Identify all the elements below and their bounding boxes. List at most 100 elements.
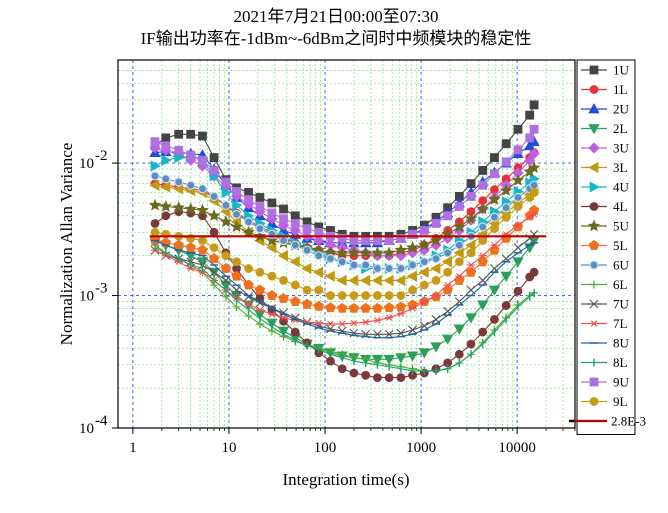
legend-marker-7U <box>589 299 599 309</box>
legend: 1U 1L 2U 2L 3U 3L 4U 4L 5U 5L 6U 6L 7U 7L 8U 8L 9U 9L 2.8E… <box>569 59 646 435</box>
data-point-4L <box>161 211 171 221</box>
data-point-9U <box>209 166 219 175</box>
data-point-2L <box>488 285 501 296</box>
y-tick-label: 10 <box>79 289 94 305</box>
data-point-7L <box>408 305 417 312</box>
data-point-4L <box>373 373 382 383</box>
data-point-9U <box>466 192 476 201</box>
data-point-6U <box>454 240 464 250</box>
data-point-6U <box>150 171 160 181</box>
data-point-5L <box>442 284 453 295</box>
data-point-3L <box>312 266 324 278</box>
chart-title: 2021年7月21日00:00至07:30 <box>234 7 439 26</box>
data-point-6U <box>361 260 371 270</box>
data-point-5U <box>347 246 361 259</box>
data-point-2L <box>395 353 407 364</box>
data-point-6U <box>513 192 523 203</box>
data-point-3L <box>430 262 441 275</box>
data-point-3L <box>453 247 464 259</box>
data-point-9U <box>267 208 277 218</box>
data-point-5L <box>337 302 348 313</box>
data-point-9L <box>326 291 335 300</box>
data-point-6U <box>302 245 312 255</box>
data-point-5U <box>406 241 419 253</box>
data-point-1U <box>490 153 499 162</box>
data-point-9L <box>279 276 288 285</box>
data-point-3L <box>418 266 429 278</box>
data-point-1U <box>290 211 300 221</box>
data-point-2L <box>441 334 454 345</box>
series-layer <box>148 100 547 383</box>
data-point-9U <box>221 177 231 187</box>
data-point-5L <box>383 302 395 313</box>
data-point-5U <box>265 234 279 246</box>
data-point-6U <box>419 257 429 267</box>
data-point-4U <box>161 154 172 166</box>
plot-frame <box>117 59 576 429</box>
legend-marker-3U <box>588 142 600 154</box>
data-point-9L <box>478 236 488 245</box>
data-point-9U <box>244 195 253 204</box>
series-line-9U <box>154 129 535 242</box>
data-point-9L <box>384 291 394 300</box>
data-point-9L <box>221 251 231 261</box>
data-point-9L <box>408 285 417 295</box>
data-point-7U <box>443 306 453 316</box>
data-point-6U <box>478 222 488 232</box>
data-point-5L <box>220 263 232 273</box>
data-point-3L <box>441 256 453 268</box>
data-point-4L <box>513 286 523 296</box>
data-point-1U <box>279 204 288 214</box>
data-point-3L <box>277 249 288 262</box>
legend-label-3U: 3U <box>613 141 630 156</box>
series-line-4L <box>154 211 535 379</box>
data-point-7U <box>244 292 253 302</box>
data-point-7U <box>384 329 394 339</box>
data-point-2L <box>430 342 442 353</box>
data-point-5U <box>511 173 525 186</box>
data-point-4U <box>232 199 243 211</box>
data-point-9U <box>525 133 535 143</box>
legend-label-9L: 9L <box>613 394 628 409</box>
data-point-2L <box>453 324 466 335</box>
data-point-6U <box>186 180 196 190</box>
legend-label-4U: 4U <box>613 180 630 195</box>
data-point-9L <box>198 236 207 245</box>
legend-label-1U: 1U <box>613 63 630 78</box>
legend-marker-6L <box>590 280 598 289</box>
data-point-7L <box>432 292 441 299</box>
data-point-5L <box>313 300 324 311</box>
series-line-3L <box>154 184 535 281</box>
data-point-9U <box>302 224 312 234</box>
series-6U <box>150 171 539 274</box>
data-point-5L <box>185 242 196 253</box>
series-line-6U <box>154 175 535 270</box>
data-point-9U <box>373 236 382 245</box>
data-point-1U <box>478 166 488 175</box>
data-point-4L <box>150 219 160 228</box>
data-point-7U <box>478 276 488 285</box>
data-point-7L <box>349 319 358 327</box>
data-point-5U <box>488 193 501 205</box>
data-point-6U <box>372 263 383 274</box>
data-point-5L <box>348 302 360 313</box>
data-point-3L <box>406 270 417 282</box>
legend-label-2L: 2L <box>613 121 628 136</box>
data-point-7U <box>513 243 523 253</box>
data-point-5L <box>290 296 301 307</box>
data-point-1U <box>174 129 184 139</box>
data-point-9L <box>302 285 312 295</box>
data-point-5U <box>230 220 243 233</box>
data-point-3L <box>324 270 335 282</box>
data-point-3L <box>395 274 406 287</box>
legend-label-2U: 2U <box>613 102 630 117</box>
data-point-9U <box>186 150 196 160</box>
data-point-6U <box>407 260 418 270</box>
data-point-6U <box>337 257 347 267</box>
data-point-5L <box>173 239 184 250</box>
data-point-9U <box>501 157 511 167</box>
legend-marker-1U <box>589 65 599 75</box>
data-point-9U <box>337 233 347 243</box>
x-tick-label: 1 <box>129 440 137 456</box>
data-point-3L <box>348 274 359 287</box>
